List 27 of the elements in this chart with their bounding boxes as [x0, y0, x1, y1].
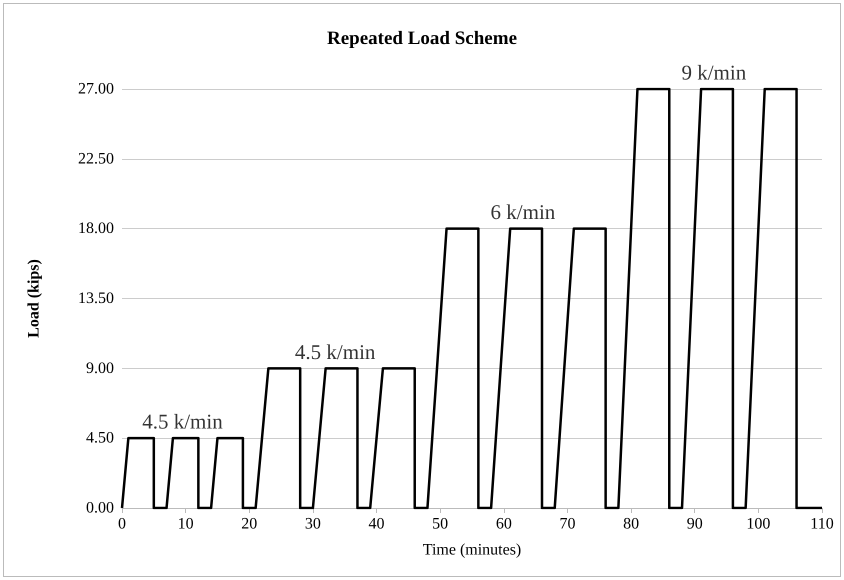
x-tick-label: 90 — [686, 516, 703, 532]
annotation: 6 k/min — [490, 200, 556, 224]
x-tick-label: 50 — [432, 516, 448, 532]
chart-title: Repeated Load Scheme — [327, 28, 517, 49]
x-tick-label: 0 — [118, 516, 126, 532]
x-tick-label: 40 — [368, 516, 385, 532]
x-tick-label: 60 — [496, 516, 512, 532]
x-tick-label: 20 — [241, 516, 258, 532]
x-tick-label: 110 — [810, 516, 834, 532]
x-tick-label: 10 — [178, 516, 194, 532]
x-tick-label: 80 — [623, 516, 640, 532]
annotation: 9 k/min — [681, 60, 747, 84]
y-tick-label: 9.00 — [86, 360, 114, 377]
y-tick-label: 22.50 — [78, 150, 114, 168]
x-tick-label: 70 — [559, 516, 576, 532]
y-tick-label: 0.00 — [86, 500, 114, 516]
x-tick-label: 100 — [746, 516, 770, 532]
y-tick-label: 18.00 — [78, 220, 114, 238]
y-tick-label: 13.50 — [78, 290, 114, 307]
y-tick-label: 27.00 — [78, 80, 114, 98]
y-tick-label: 4.50 — [86, 430, 114, 447]
x-tick-label: 30 — [304, 516, 321, 532]
annotation: 4.5 k/min — [142, 410, 224, 434]
x-axis-title: Time (minutes) — [422, 542, 522, 558]
y-axis-title: Load (kips) — [26, 259, 42, 338]
line-series — [120, 88, 824, 510]
annotation: 4.5 k/min — [294, 340, 376, 364]
